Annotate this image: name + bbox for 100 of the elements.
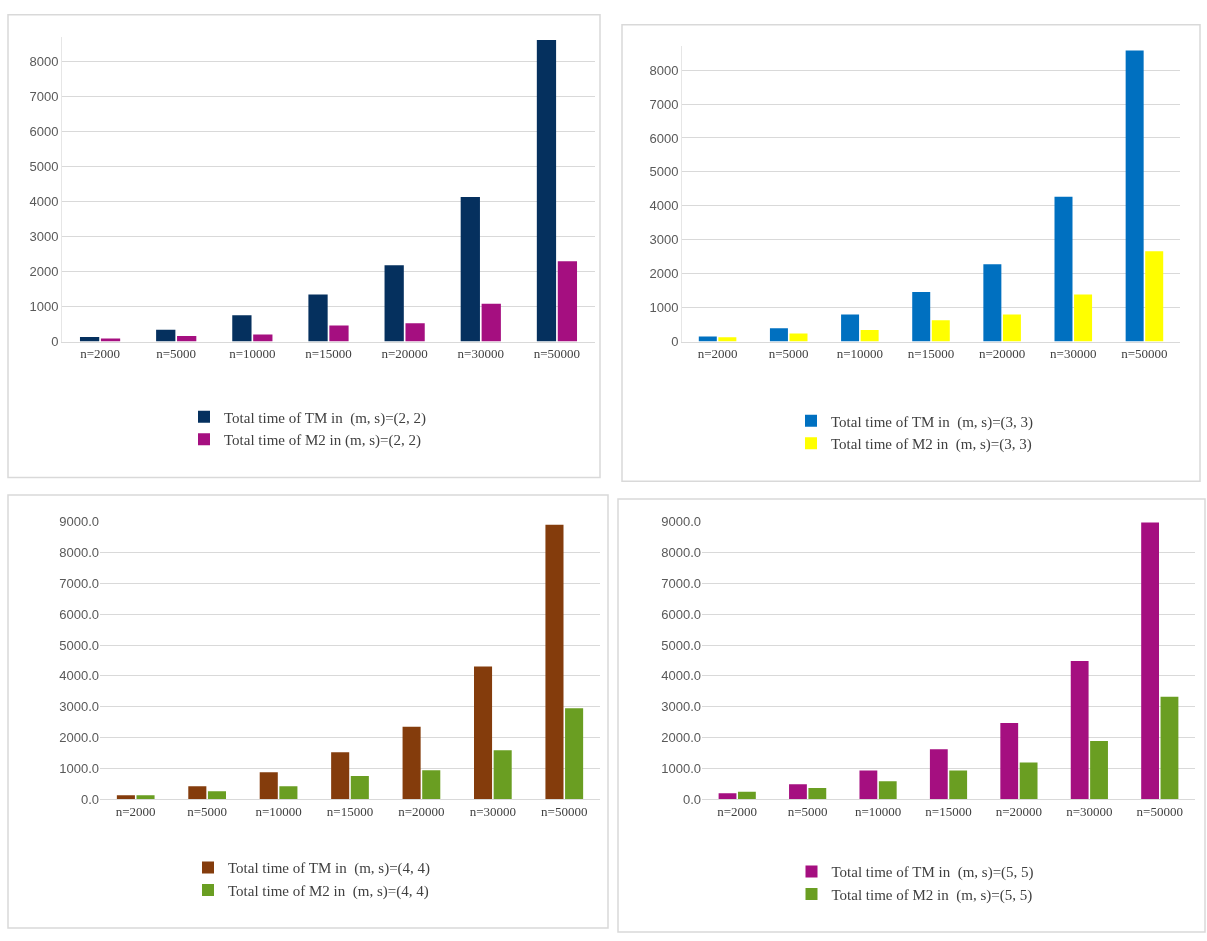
bar <box>912 292 931 342</box>
bar <box>1054 196 1073 342</box>
bar <box>308 294 328 342</box>
bar <box>1074 294 1093 342</box>
y-tick-label: 1000 <box>29 299 59 315</box>
y-tick-label: 2000.0 <box>59 730 99 746</box>
y-tick-label: 5000.0 <box>59 637 99 653</box>
x-tick-label: n=10000 <box>854 803 902 819</box>
x-tick-label: n=5000 <box>787 803 828 819</box>
bar <box>949 770 968 800</box>
bar <box>460 197 480 342</box>
y-tick-label: 8000 <box>29 53 59 69</box>
y-tick-label: 0 <box>671 334 679 350</box>
legend-label: Total time of M2 in (m, s)=(3, 3) <box>831 436 1032 454</box>
bar <box>1145 251 1164 342</box>
x-tick-label: n=2000 <box>115 803 156 819</box>
y-tick-label: 7000.0 <box>59 575 99 591</box>
bar <box>983 264 1002 342</box>
y-tick-label: 1000.0 <box>661 760 701 776</box>
legend-label: Total time of M2 in (m, s)=(5, 5) <box>831 886 1033 904</box>
bar <box>1000 723 1019 800</box>
bar <box>402 726 421 800</box>
x-tick-label: n=2000 <box>80 346 120 362</box>
bar <box>718 793 737 800</box>
bar <box>279 786 298 800</box>
y-tick-label: 2000 <box>29 264 59 279</box>
y-tick-label: 2000.0 <box>661 730 701 746</box>
bar <box>207 791 226 800</box>
x-tick-label: n=15000 <box>326 803 374 819</box>
y-tick-label: 3000.0 <box>661 699 701 715</box>
x-tick-label: n=50000 <box>1121 346 1168 362</box>
bar <box>769 328 788 342</box>
bar <box>1125 50 1144 342</box>
bar <box>405 323 425 342</box>
y-tick-label: 8000.0 <box>661 545 701 561</box>
bar <box>565 708 584 800</box>
bar <box>1160 696 1179 800</box>
y-tick-label: 4000.0 <box>661 668 701 684</box>
bar <box>1090 740 1108 800</box>
bar <box>1141 522 1160 800</box>
y-tick-label: 8000 <box>649 62 679 78</box>
y-tick-label: 6000 <box>29 123 59 139</box>
y-tick-label: 9000.0 <box>59 514 99 530</box>
y-tick-label: 3000 <box>649 232 679 248</box>
y-tick-label: 2000 <box>649 266 679 282</box>
bar <box>859 770 878 800</box>
bar <box>100 338 121 342</box>
y-tick-label: 5000 <box>649 164 679 180</box>
bar <box>384 265 404 342</box>
y-tick-label: 1000.0 <box>59 760 99 776</box>
bar <box>557 261 578 342</box>
bar <box>1002 314 1021 342</box>
x-tick-label: n=20000 <box>398 803 445 819</box>
x-tick-label: n=15000 <box>907 346 955 362</box>
bar <box>545 524 564 800</box>
bar <box>156 329 176 342</box>
x-tick-label: n=15000 <box>305 346 352 362</box>
y-tick-label: 9000.0 <box>661 514 701 530</box>
bar <box>422 770 441 800</box>
bar <box>481 303 501 342</box>
bar <box>259 772 278 800</box>
bar <box>841 314 860 342</box>
x-tick-label: n=20000 <box>978 346 1026 362</box>
y-tick-label: 5000.0 <box>661 637 701 653</box>
bar <box>718 337 737 342</box>
y-tick-label: 7000.0 <box>661 575 701 591</box>
x-tick-label: n=2000 <box>697 346 738 362</box>
legend-label: Total time of M2 in (m, s)=(4, 4) <box>228 882 429 900</box>
legend-label: Total time of TM in (m, s)=(3, 3) <box>831 413 1034 431</box>
y-tick-label: 7000 <box>649 96 679 112</box>
legend-label: Total time of TM in (m, s)=(4, 4) <box>228 860 431 878</box>
y-tick-label: 8000.0 <box>59 545 99 561</box>
bar <box>331 752 350 800</box>
bar <box>136 795 155 800</box>
bar <box>188 786 207 800</box>
x-tick-label: n=30000 <box>457 346 504 362</box>
bar <box>789 784 807 800</box>
bar <box>536 40 557 342</box>
bar <box>350 776 369 800</box>
x-tick-label: n=30000 <box>469 803 517 819</box>
y-tick-label: 6000.0 <box>59 606 99 622</box>
bar <box>737 791 756 800</box>
bar <box>1070 661 1089 800</box>
y-tick-label: 1000 <box>649 300 679 316</box>
legend-label: Total time of M2 in (m, s)=(2, 2) <box>224 432 421 450</box>
bar <box>116 795 135 800</box>
bar <box>878 781 897 800</box>
y-tick-label: 7000 <box>29 88 59 104</box>
x-tick-label: n=15000 <box>925 803 972 819</box>
bar <box>860 330 879 342</box>
bar <box>929 749 948 800</box>
x-tick-label: n=50000 <box>541 803 588 819</box>
x-tick-label: n=30000 <box>1050 346 1097 362</box>
y-tick-label: 5000 <box>29 158 59 174</box>
x-tick-label: n=5000 <box>187 803 228 819</box>
bar <box>232 315 252 342</box>
bar <box>698 336 717 342</box>
y-tick-label: 3000 <box>29 228 59 244</box>
x-tick-label: n=20000 <box>995 803 1043 819</box>
bar <box>1019 762 1038 800</box>
